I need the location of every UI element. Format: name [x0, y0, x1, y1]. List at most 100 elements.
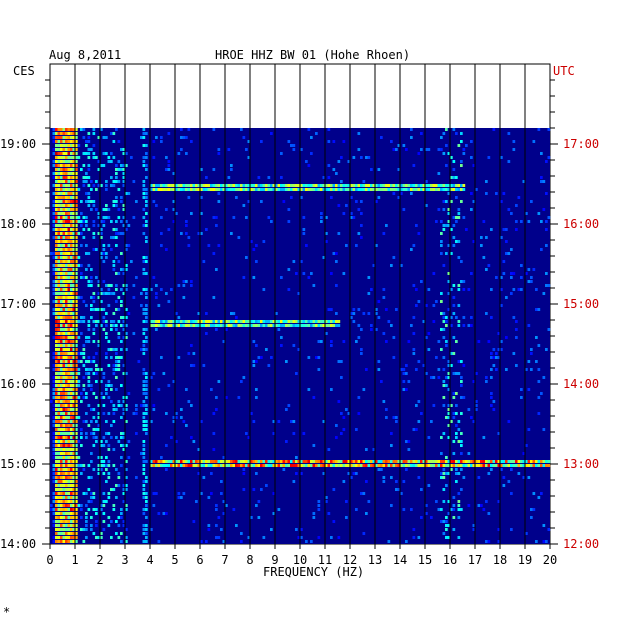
spectrogram-cell: [117, 516, 121, 519]
spectrogram-cell: [220, 480, 223, 483]
spectrogram-cell: [417, 152, 421, 155]
spectrogram-cell: [62, 416, 66, 419]
spectrogram-cell: [355, 460, 358, 463]
spectrogram-cell: [380, 460, 383, 463]
spectrogram-cell: [57, 464, 61, 467]
spectrogram-cell: [260, 464, 263, 467]
spectrogram-cell: [70, 348, 73, 351]
spectrogram-cell: [145, 508, 148, 511]
spectrogram-cell: [277, 508, 281, 511]
spectrogram-cell: [282, 460, 286, 463]
spectrogram-cell: [65, 244, 68, 247]
spectrogram-cell: [450, 188, 453, 191]
spectrogram-cell: [460, 188, 463, 191]
spectrogram-cell: [330, 324, 333, 327]
spectrogram-cell: [160, 188, 163, 191]
spectrogram-cell: [230, 312, 233, 315]
spectrogram-cell: [140, 404, 143, 407]
spectrogram-cell: [157, 320, 161, 323]
spectrogram-cell: [442, 488, 446, 491]
spectrogram-cell: [80, 360, 83, 363]
spectrogram-cell: [447, 212, 451, 215]
spectrogram-cell: [67, 296, 71, 299]
spectrogram-cell: [255, 360, 258, 363]
spectrogram-cell: [470, 208, 473, 211]
spectrogram-cell: [112, 372, 116, 375]
spectrogram-cell: [225, 504, 228, 507]
spectrogram-cell: [72, 168, 76, 171]
spectrogram-cell: [242, 488, 246, 491]
spectrogram-cell: [412, 284, 416, 287]
spectrogram-cell: [125, 336, 128, 339]
spectrogram-cell: [180, 416, 183, 419]
spectrogram-cell: [212, 448, 216, 451]
spectrogram-cell: [77, 216, 81, 219]
spectrogram-cell: [262, 240, 266, 243]
spectrogram-cell: [125, 488, 128, 491]
spectrogram-cell: [462, 476, 466, 479]
spectrogram-cell: [365, 188, 368, 191]
spectrogram-cell: [415, 428, 418, 431]
spectrogram-cell: [97, 412, 101, 415]
x-axis-title: FREQUENCY (HZ): [263, 565, 364, 579]
spectrogram-cell: [445, 320, 448, 323]
spectrogram-cell: [65, 456, 68, 459]
spectrogram-cell: [77, 144, 81, 147]
spectrogram-cell: [57, 404, 61, 407]
spectrogram-cell: [227, 176, 231, 179]
spectrogram-cell: [260, 460, 263, 463]
spectrogram-cell: [65, 468, 68, 471]
spectrogram-cell: [212, 412, 216, 415]
spectrogram-cell: [60, 184, 63, 187]
spectrogram-cell: [60, 172, 63, 175]
spectrogram-cell: [455, 176, 458, 179]
spectrogram-cell: [62, 172, 66, 175]
spectrogram-cell: [72, 412, 76, 415]
spectrogram-cell: [65, 160, 68, 163]
spectrogram-cell: [535, 308, 538, 311]
spectrogram-cell: [457, 500, 461, 503]
spectrogram-cell: [345, 464, 348, 467]
spectrogram-cell: [85, 340, 88, 343]
spectrogram-cell: [107, 340, 111, 343]
spectrogram-cell: [462, 324, 466, 327]
spectrogram-cell: [67, 384, 71, 387]
spectrogram-cell: [52, 204, 56, 207]
spectrogram-cell: [407, 188, 411, 191]
spectrogram-cell: [57, 520, 61, 523]
spectrogram-cell: [145, 220, 148, 223]
spectrogram-cell: [117, 296, 121, 299]
spectrogram-cell: [57, 140, 61, 143]
spectrogram-cell: [145, 212, 148, 215]
spectrogram-cell: [270, 220, 273, 223]
spectrogram-cell: [55, 540, 58, 543]
spectrogram-cell: [370, 328, 373, 331]
spectrogram-cell: [52, 508, 56, 511]
spectrogram-cell: [300, 464, 303, 467]
spectrogram-cell: [85, 152, 88, 155]
spectrogram-cell: [67, 392, 71, 395]
spectrogram-cell: [490, 316, 493, 319]
spectrogram-cell: [210, 472, 213, 475]
spectrogram-cell: [342, 212, 346, 215]
spectrogram-cell: [237, 184, 241, 187]
spectrogram-cell: [232, 508, 236, 511]
spectrogram-cell: [100, 460, 103, 463]
spectrogram-cell: [377, 460, 381, 463]
spectrogram-cell: [75, 304, 78, 307]
spectrogram-cell: [310, 136, 313, 139]
spectrogram-cell: [420, 148, 423, 151]
spectrogram-cell: [315, 356, 318, 359]
spectrogram-cell: [432, 304, 436, 307]
spectrogram-cell: [240, 464, 243, 467]
spectrogram-cell: [95, 324, 98, 327]
spectrogram-cell: [142, 388, 146, 391]
spectrogram-cell: [95, 524, 98, 527]
spectrogram-cell: [52, 440, 56, 443]
spectrogram-cell: [67, 256, 71, 259]
spectrogram-cell: [57, 460, 61, 463]
spectrogram-cell: [185, 280, 188, 283]
spectrogram-cell: [465, 228, 468, 231]
spectrogram-cell: [177, 316, 181, 319]
x-tick-label: 20: [543, 553, 557, 567]
